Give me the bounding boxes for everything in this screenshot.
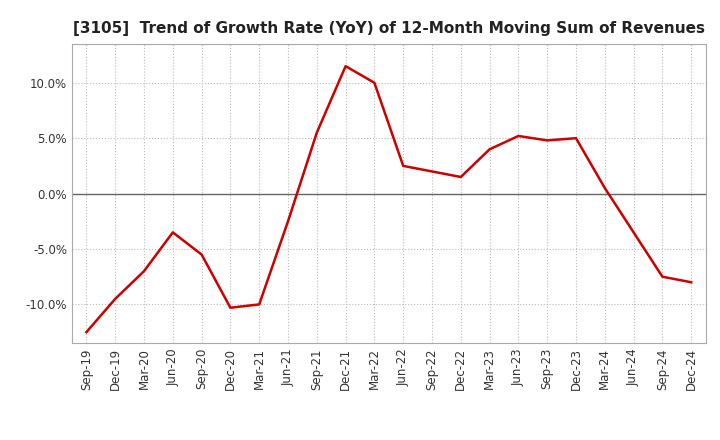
Title: [3105]  Trend of Growth Rate (YoY) of 12-Month Moving Sum of Revenues: [3105] Trend of Growth Rate (YoY) of 12-…: [73, 21, 705, 36]
